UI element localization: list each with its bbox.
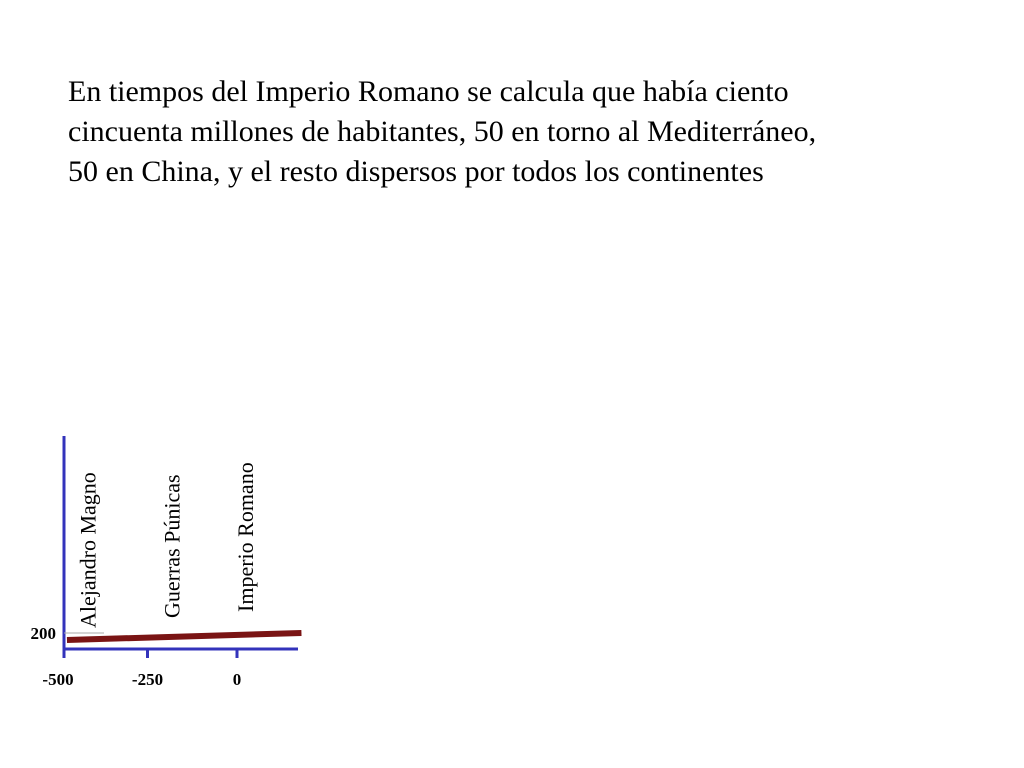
population-line	[66, 630, 302, 643]
chart-ticks: -500 -250 0 200	[31, 624, 242, 689]
x-tick-label: -250	[132, 670, 163, 689]
chart-annotations: Alejandro Magno Guerras Púnicas Imperio Ro…	[76, 462, 259, 628]
slide-text-line: 50 en China, y el resto dispersos por to…	[68, 155, 764, 188]
event-label: Imperio Romano	[233, 462, 258, 612]
slide-text-line: En tiempos del Imperio Romano se calcula…	[68, 75, 789, 108]
slide-text-line: cincuenta millones de habitantes, 50 en …	[68, 115, 817, 148]
x-tick-label: 0	[233, 670, 242, 689]
event-label: Guerras Púnicas	[160, 474, 185, 618]
slide-text: En tiempos del Imperio Romano se calcula…	[68, 72, 968, 192]
event-label: Alejandro Magno	[76, 472, 101, 628]
x-tick-label: -500	[42, 670, 73, 689]
chart-series	[66, 630, 302, 643]
chart-axes	[62, 436, 298, 651]
y-tick-label: 200	[31, 624, 57, 643]
